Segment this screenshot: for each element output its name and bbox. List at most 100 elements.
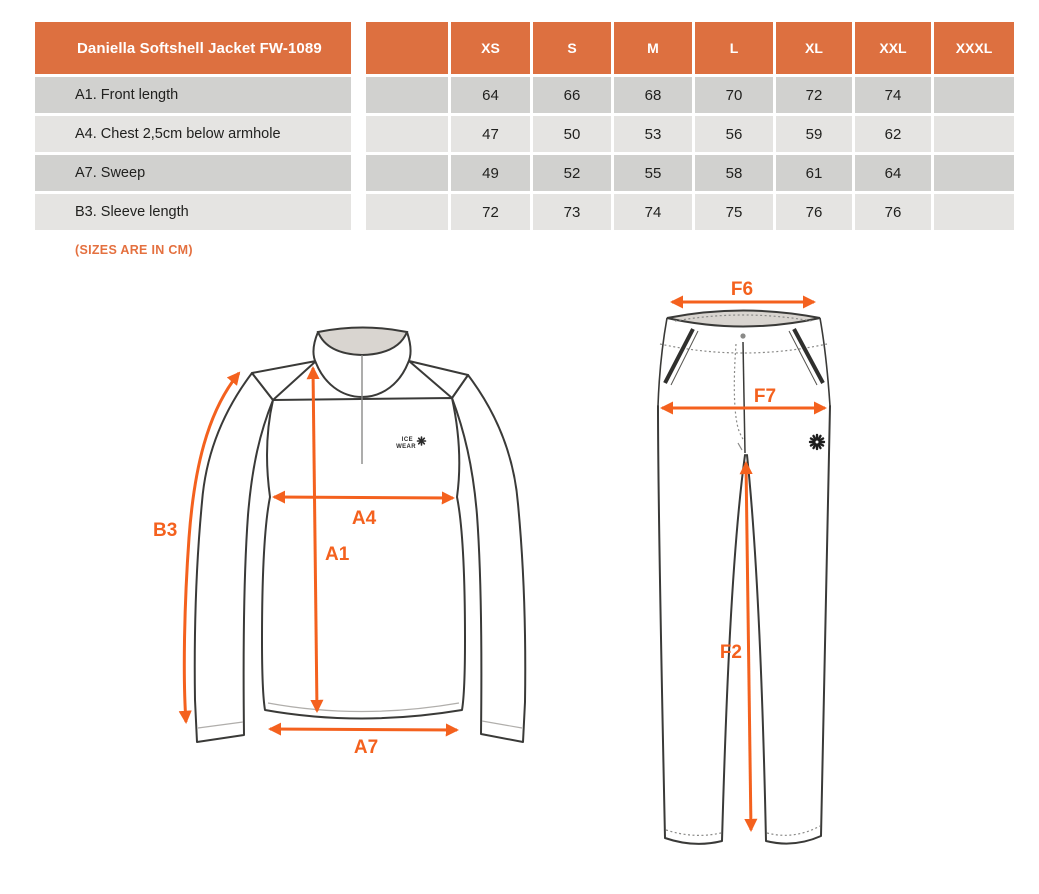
header-size-xl: XL	[776, 22, 852, 74]
pants-left-leg	[657, 405, 746, 845]
a1-label: A1	[325, 544, 350, 565]
row-empty-cell	[366, 116, 448, 152]
a4-chest-arrow	[272, 490, 455, 505]
pants-left-hip	[657, 317, 668, 407]
left-pocket-bag-line	[670, 330, 699, 386]
cell-value: 73	[533, 194, 611, 230]
pants-snowflake-logo-icon	[808, 433, 826, 451]
cell-value: 55	[614, 155, 692, 191]
row-label: A7. Sweep	[35, 155, 351, 191]
cell-value: 74	[855, 77, 931, 113]
cell-value: 50	[533, 116, 611, 152]
cell-value	[934, 155, 1014, 191]
cell-value: 76	[776, 194, 852, 230]
cell-value: 68	[614, 77, 692, 113]
row-empty-cell	[366, 155, 448, 191]
column-spacer	[354, 22, 363, 74]
jacket-left-shoulder-panel	[251, 360, 317, 401]
column-spacer	[354, 155, 363, 191]
column-spacer	[354, 77, 363, 113]
jacket-body	[261, 397, 466, 720]
row-label: A4. Chest 2,5cm below armhole	[35, 116, 351, 152]
a4-label: A4	[352, 508, 377, 529]
pants-right-hip	[819, 317, 831, 407]
row-empty-cell	[366, 194, 448, 230]
fly-center-seam	[742, 341, 746, 454]
cell-value: 66	[533, 77, 611, 113]
header-size-xxxl: XXXL	[934, 22, 1014, 74]
jacket-right-sleeve	[451, 374, 527, 743]
header-empty-cell	[366, 22, 448, 74]
jacket-hem-stitch	[267, 702, 460, 713]
jacket-right-shoulder-panel	[408, 360, 469, 399]
f2-inseam-arrow	[739, 461, 758, 832]
f7-label: F7	[754, 386, 776, 407]
jacket-measurements: B3 A1 A4 A7	[153, 366, 459, 758]
row-empty-cell	[366, 77, 448, 113]
column-spacer	[354, 194, 363, 230]
fly-j-stitch	[733, 343, 745, 442]
sizes-in-cm-note: (SIZES ARE IN CM)	[75, 243, 193, 257]
header-size-xxl: XXL	[855, 22, 931, 74]
jacket-drawing: ICE WEAR B3 A1 A4 A7	[153, 326, 527, 758]
f6-label: F6	[731, 279, 753, 300]
cell-value	[934, 116, 1014, 152]
cell-value: 61	[776, 155, 852, 191]
jacket-right-cuff-stitch	[481, 720, 523, 729]
table-title: Daniella Softshell Jacket FW-1089	[35, 22, 351, 74]
fly-tack	[737, 442, 743, 451]
cell-value: 74	[614, 194, 692, 230]
f2-label: F2	[720, 642, 742, 663]
pants-waistband	[666, 309, 821, 328]
cell-value: 62	[855, 116, 931, 152]
a7-sweep-arrow	[268, 722, 459, 737]
size-table: Daniella Softshell Jacket FW-1089 XS S M…	[35, 22, 1014, 230]
header-size-l: L	[695, 22, 773, 74]
left-pocket-opening	[663, 328, 695, 384]
cell-value: 56	[695, 116, 773, 152]
b3-label: B3	[153, 520, 177, 541]
pants-fly	[733, 341, 746, 454]
cell-value: 59	[776, 116, 852, 152]
pants-measurements: F6 F7 F2	[660, 279, 827, 832]
header-size-m: M	[614, 22, 692, 74]
right-pocket-bag-line	[788, 330, 818, 386]
cell-value: 47	[451, 116, 530, 152]
pants-pockets	[663, 328, 825, 386]
cell-value: 75	[695, 194, 773, 230]
measurement-diagram: ICE WEAR B3 A1 A4 A7	[153, 279, 831, 845]
icewear-logo: ICE WEAR	[396, 436, 427, 450]
waist-button	[740, 333, 746, 339]
logo-text-line2: WEAR	[396, 444, 416, 450]
cell-value: 58	[695, 155, 773, 191]
row-label: B3. Sleeve length	[35, 194, 351, 230]
cell-value: 76	[855, 194, 931, 230]
cell-value: 53	[614, 116, 692, 152]
cell-value: 49	[451, 155, 530, 191]
cell-value: 64	[451, 77, 530, 113]
cell-value: 72	[451, 194, 530, 230]
right-pocket-opening	[792, 328, 825, 384]
cell-value: 52	[533, 155, 611, 191]
logo-snowflake-icon	[416, 436, 427, 446]
a7-label: A7	[354, 737, 378, 758]
jacket-collar-opening	[316, 326, 409, 357]
header-size-xs: XS	[451, 22, 530, 74]
pants-drawing: F6 F7 F2	[657, 279, 831, 845]
cell-value: 70	[695, 77, 773, 113]
header-size-s: S	[533, 22, 611, 74]
cell-value	[934, 77, 1014, 113]
logo-text-line1: ICE	[402, 437, 413, 443]
cell-value	[934, 194, 1014, 230]
pants-right-leg	[746, 405, 831, 845]
pants-right-hem-stitch	[766, 825, 821, 836]
jacket-left-sleeve	[193, 372, 274, 743]
waistband-top-stitch	[674, 314, 813, 322]
cell-value: 72	[776, 77, 852, 113]
pants-left-hem-stitch	[665, 829, 722, 836]
row-label: A1. Front length	[35, 77, 351, 113]
b3-sleeve-arrow	[178, 371, 241, 724]
a1-front-length-arrow	[306, 366, 324, 713]
column-spacer	[354, 116, 363, 152]
